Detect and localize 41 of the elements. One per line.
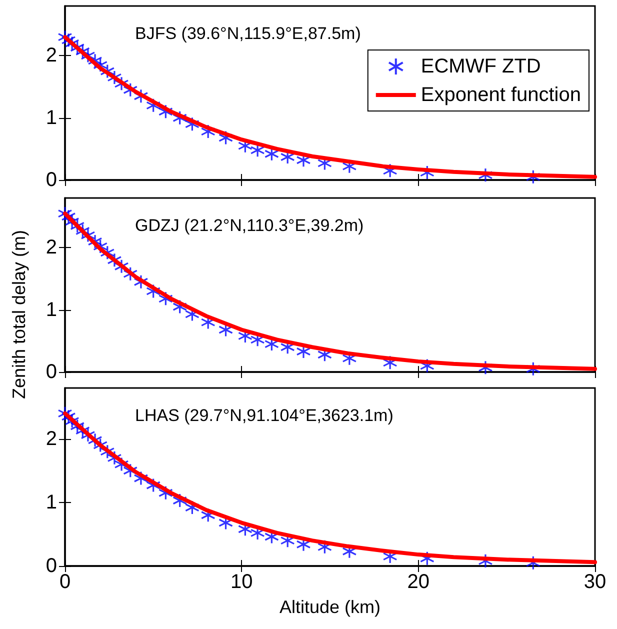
point bbox=[58, 206, 72, 221]
x-tick-label: 0 bbox=[59, 571, 71, 593]
point bbox=[146, 478, 161, 493]
y-tick-label: 1 bbox=[46, 298, 57, 321]
point bbox=[158, 486, 173, 500]
text: GDZJ (21.2°N,110.3°E,39.2m) bbox=[135, 216, 364, 235]
point bbox=[172, 110, 188, 126]
point bbox=[146, 284, 161, 299]
point bbox=[382, 355, 398, 370]
point bbox=[172, 493, 188, 508]
y-axis-title: Zenith total delay (m) bbox=[10, 230, 30, 400]
y-tick-label: 2 bbox=[46, 428, 57, 450]
point bbox=[158, 104, 173, 119]
point bbox=[200, 508, 216, 522]
point bbox=[134, 470, 148, 486]
point bbox=[420, 358, 434, 374]
point bbox=[58, 406, 72, 421]
legend-label: Exponent function bbox=[420, 84, 582, 106]
y-tick-label: 2 bbox=[46, 236, 57, 259]
y-tick-label: 0 bbox=[46, 555, 57, 577]
point bbox=[218, 130, 234, 146]
text: BJFS (39.6°N,115.9°E,87.5m) bbox=[135, 24, 361, 43]
point bbox=[158, 291, 173, 306]
point bbox=[172, 299, 188, 314]
x-tick-label: 30 bbox=[584, 571, 606, 593]
y-tick-label: 0 bbox=[46, 169, 57, 191]
point bbox=[134, 274, 148, 290]
x-tick-label: 10 bbox=[230, 571, 253, 593]
y-tick-label: 2 bbox=[46, 44, 57, 67]
y-tick-label: 1 bbox=[46, 106, 57, 129]
point bbox=[123, 463, 138, 478]
legend-label: ECMWF ZTD bbox=[420, 56, 541, 78]
x-axis-title: Altitude (km) bbox=[279, 597, 381, 617]
text: LHAS (29.7°N,91.104°E,3623.1m) bbox=[135, 406, 394, 425]
y-tick-label: 0 bbox=[46, 361, 57, 383]
point bbox=[146, 98, 161, 113]
y-tick-label: 1 bbox=[46, 491, 57, 514]
point bbox=[200, 124, 216, 139]
x-tick-label: 20 bbox=[407, 571, 430, 593]
point bbox=[382, 163, 398, 178]
point bbox=[184, 116, 200, 132]
